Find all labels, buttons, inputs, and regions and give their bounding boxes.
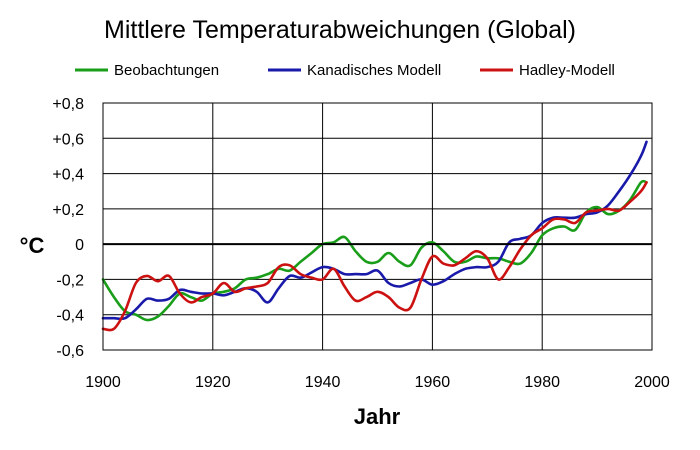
x-tick-label: 1900 bbox=[85, 374, 121, 391]
y-tick-label: 0 bbox=[75, 237, 84, 254]
y-tick-label: +0,4 bbox=[52, 167, 84, 184]
y-tick-label: -0,2 bbox=[56, 272, 84, 289]
legend-label-2: Kanadisches Modell bbox=[307, 62, 441, 79]
chart-title: Mittlere Temperaturabweichungen (Global) bbox=[104, 16, 576, 44]
y-axis-label: °C bbox=[20, 233, 45, 258]
y-tick-label: +0,2 bbox=[52, 202, 84, 219]
series-line-1 bbox=[101, 179, 648, 322]
x-tick-label: 1940 bbox=[305, 374, 341, 391]
y-tick-label: -0,4 bbox=[56, 308, 84, 325]
grid bbox=[102, 102, 653, 351]
y-tick-label: +0,8 bbox=[52, 96, 84, 113]
plot-area bbox=[101, 102, 653, 351]
legend-label-3: Hadley-Modell bbox=[519, 62, 615, 79]
series-layer bbox=[101, 140, 648, 332]
legend-label-1: Beobachtungen bbox=[114, 62, 219, 79]
x-tick-label: 2000 bbox=[634, 374, 670, 391]
plot-frame bbox=[102, 102, 653, 351]
x-tick-label: 1960 bbox=[415, 374, 451, 391]
x-tick-label: 1980 bbox=[524, 374, 560, 391]
y-tick-label: -0,6 bbox=[56, 343, 84, 360]
y-axis-ticks: +0,8 +0,6 +0,4 +0,2 0 -0,2 -0,4 -0,6 bbox=[52, 96, 84, 360]
x-axis-label: Jahr bbox=[354, 404, 401, 429]
legend: Beobachtungen Kanadisches Modell Hadley-Mo… bbox=[75, 62, 615, 79]
x-tick-label: 1920 bbox=[195, 374, 231, 391]
y-tick-label: +0,6 bbox=[52, 131, 84, 148]
series-line-3 bbox=[101, 181, 648, 332]
x-axis-ticks: 1900 1920 1940 1960 1980 2000 bbox=[85, 374, 670, 391]
series-line-2 bbox=[101, 140, 648, 321]
